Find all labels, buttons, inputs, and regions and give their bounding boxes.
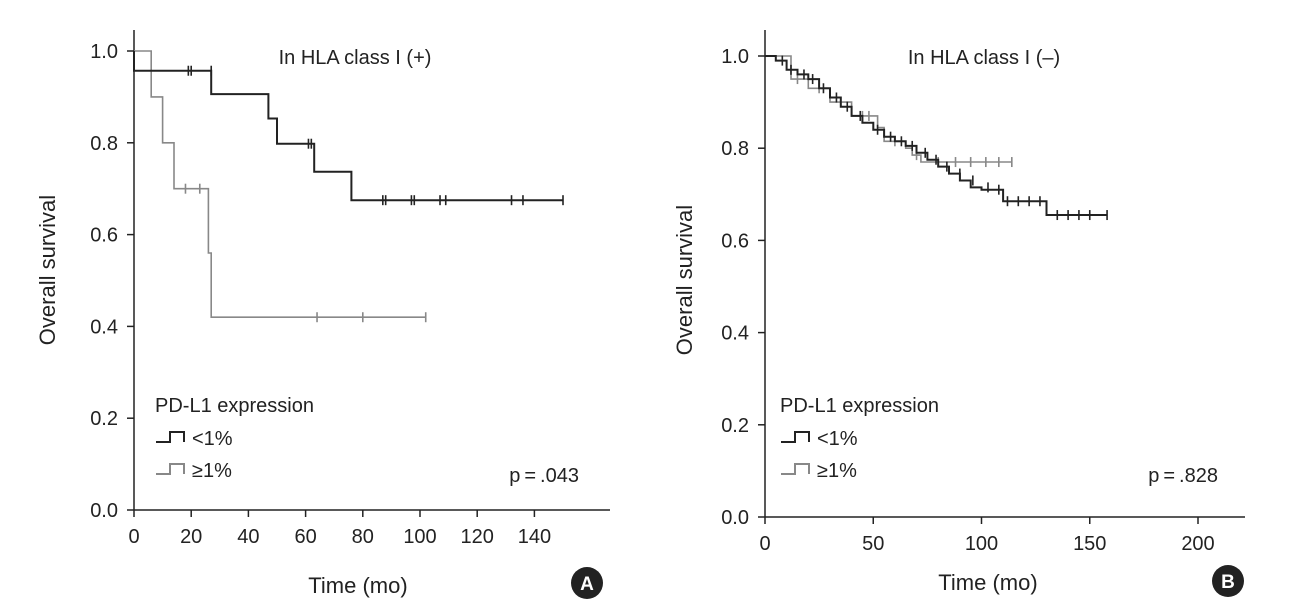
y-tick-label: 0.2 — [90, 408, 118, 430]
legend-title: PD-L1 expression — [155, 395, 314, 417]
panel-title: In HLA class I (–) — [908, 47, 1060, 69]
y-tick-label: 0.4 — [721, 323, 749, 345]
y-tick-label: 0.6 — [721, 230, 749, 252]
legend-swatch-low — [156, 431, 185, 443]
panel-badge-circle — [1212, 565, 1244, 597]
y-axis-title: Overall survival — [672, 205, 697, 355]
x-tick-label: 80 — [352, 526, 374, 548]
x-tick-label: 140 — [518, 526, 551, 548]
legend-title: PD-L1 expression — [780, 395, 939, 417]
x-tick-label: 20 — [180, 526, 202, 548]
y-axis-title: Overall survival — [35, 195, 60, 345]
x-tick-label: 150 — [1073, 533, 1106, 555]
x-tick-label: 100 — [403, 526, 436, 548]
legend-label-low: <1% — [192, 428, 233, 450]
x-tick-label: 200 — [1181, 533, 1214, 555]
legend: PD-L1 expression <1% ≥1% — [155, 395, 314, 482]
x-tick-label: 40 — [237, 526, 259, 548]
legend-swatch-high — [156, 463, 185, 475]
y-tick-label: 0.0 — [90, 500, 118, 522]
y-tick-label: 1.0 — [90, 41, 118, 63]
y-tick-label: 0.0 — [721, 507, 749, 529]
x-tick-label: 60 — [294, 526, 316, 548]
x-tick-label: 0 — [128, 526, 139, 548]
legend-label-low: <1% — [817, 428, 858, 450]
legend: PD-L1 expression <1% ≥1% — [780, 395, 939, 482]
x-tick-label: 100 — [965, 533, 998, 555]
panel-badge-circle — [571, 567, 603, 599]
survival-curve-high — [134, 50, 426, 319]
y-tick-label: 0.8 — [90, 133, 118, 155]
survival-curve-low — [765, 55, 1108, 216]
panel-b: 0 50 100 150 200 0.0 0.2 0.4 0.6 0.8 1.0 Time (mo)… — [672, 30, 1245, 597]
x-axis-title: Time (mo) — [308, 573, 407, 598]
x-tick-label: 0 — [759, 533, 770, 555]
y-tick-label: 0.8 — [721, 138, 749, 160]
survival-curve-high — [765, 55, 1012, 163]
y-tick-label: 0.4 — [90, 316, 118, 338]
panel-letter: A — [580, 574, 594, 595]
panel-a: 0 20 40 60 80 100 120 140 0.0 0.2 0.4 0.6 0.8 1.0 Tim… — [35, 30, 610, 599]
x-tick-label: 120 — [461, 526, 494, 548]
panel-badge: A — [571, 567, 603, 599]
x-axis-title: Time (mo) — [938, 570, 1037, 595]
p-value: p = .828 — [1148, 465, 1218, 487]
y-tick-label: 0.2 — [721, 415, 749, 437]
legend-label-high: ≥1% — [817, 460, 857, 482]
y-tick-label: 1.0 — [721, 46, 749, 68]
x-tick-label: 50 — [862, 533, 884, 555]
p-value: p = .043 — [509, 465, 579, 487]
y-tick-label: 0.6 — [90, 225, 118, 247]
legend-swatch-low — [781, 431, 810, 443]
panel-letter: B — [1221, 572, 1235, 593]
panel-badge: B — [1212, 565, 1244, 597]
panel-title: In HLA class I (+) — [279, 47, 432, 69]
legend-label-high: ≥1% — [192, 460, 232, 482]
survival-curve-low — [133, 51, 563, 202]
legend-swatch-high — [781, 463, 810, 475]
